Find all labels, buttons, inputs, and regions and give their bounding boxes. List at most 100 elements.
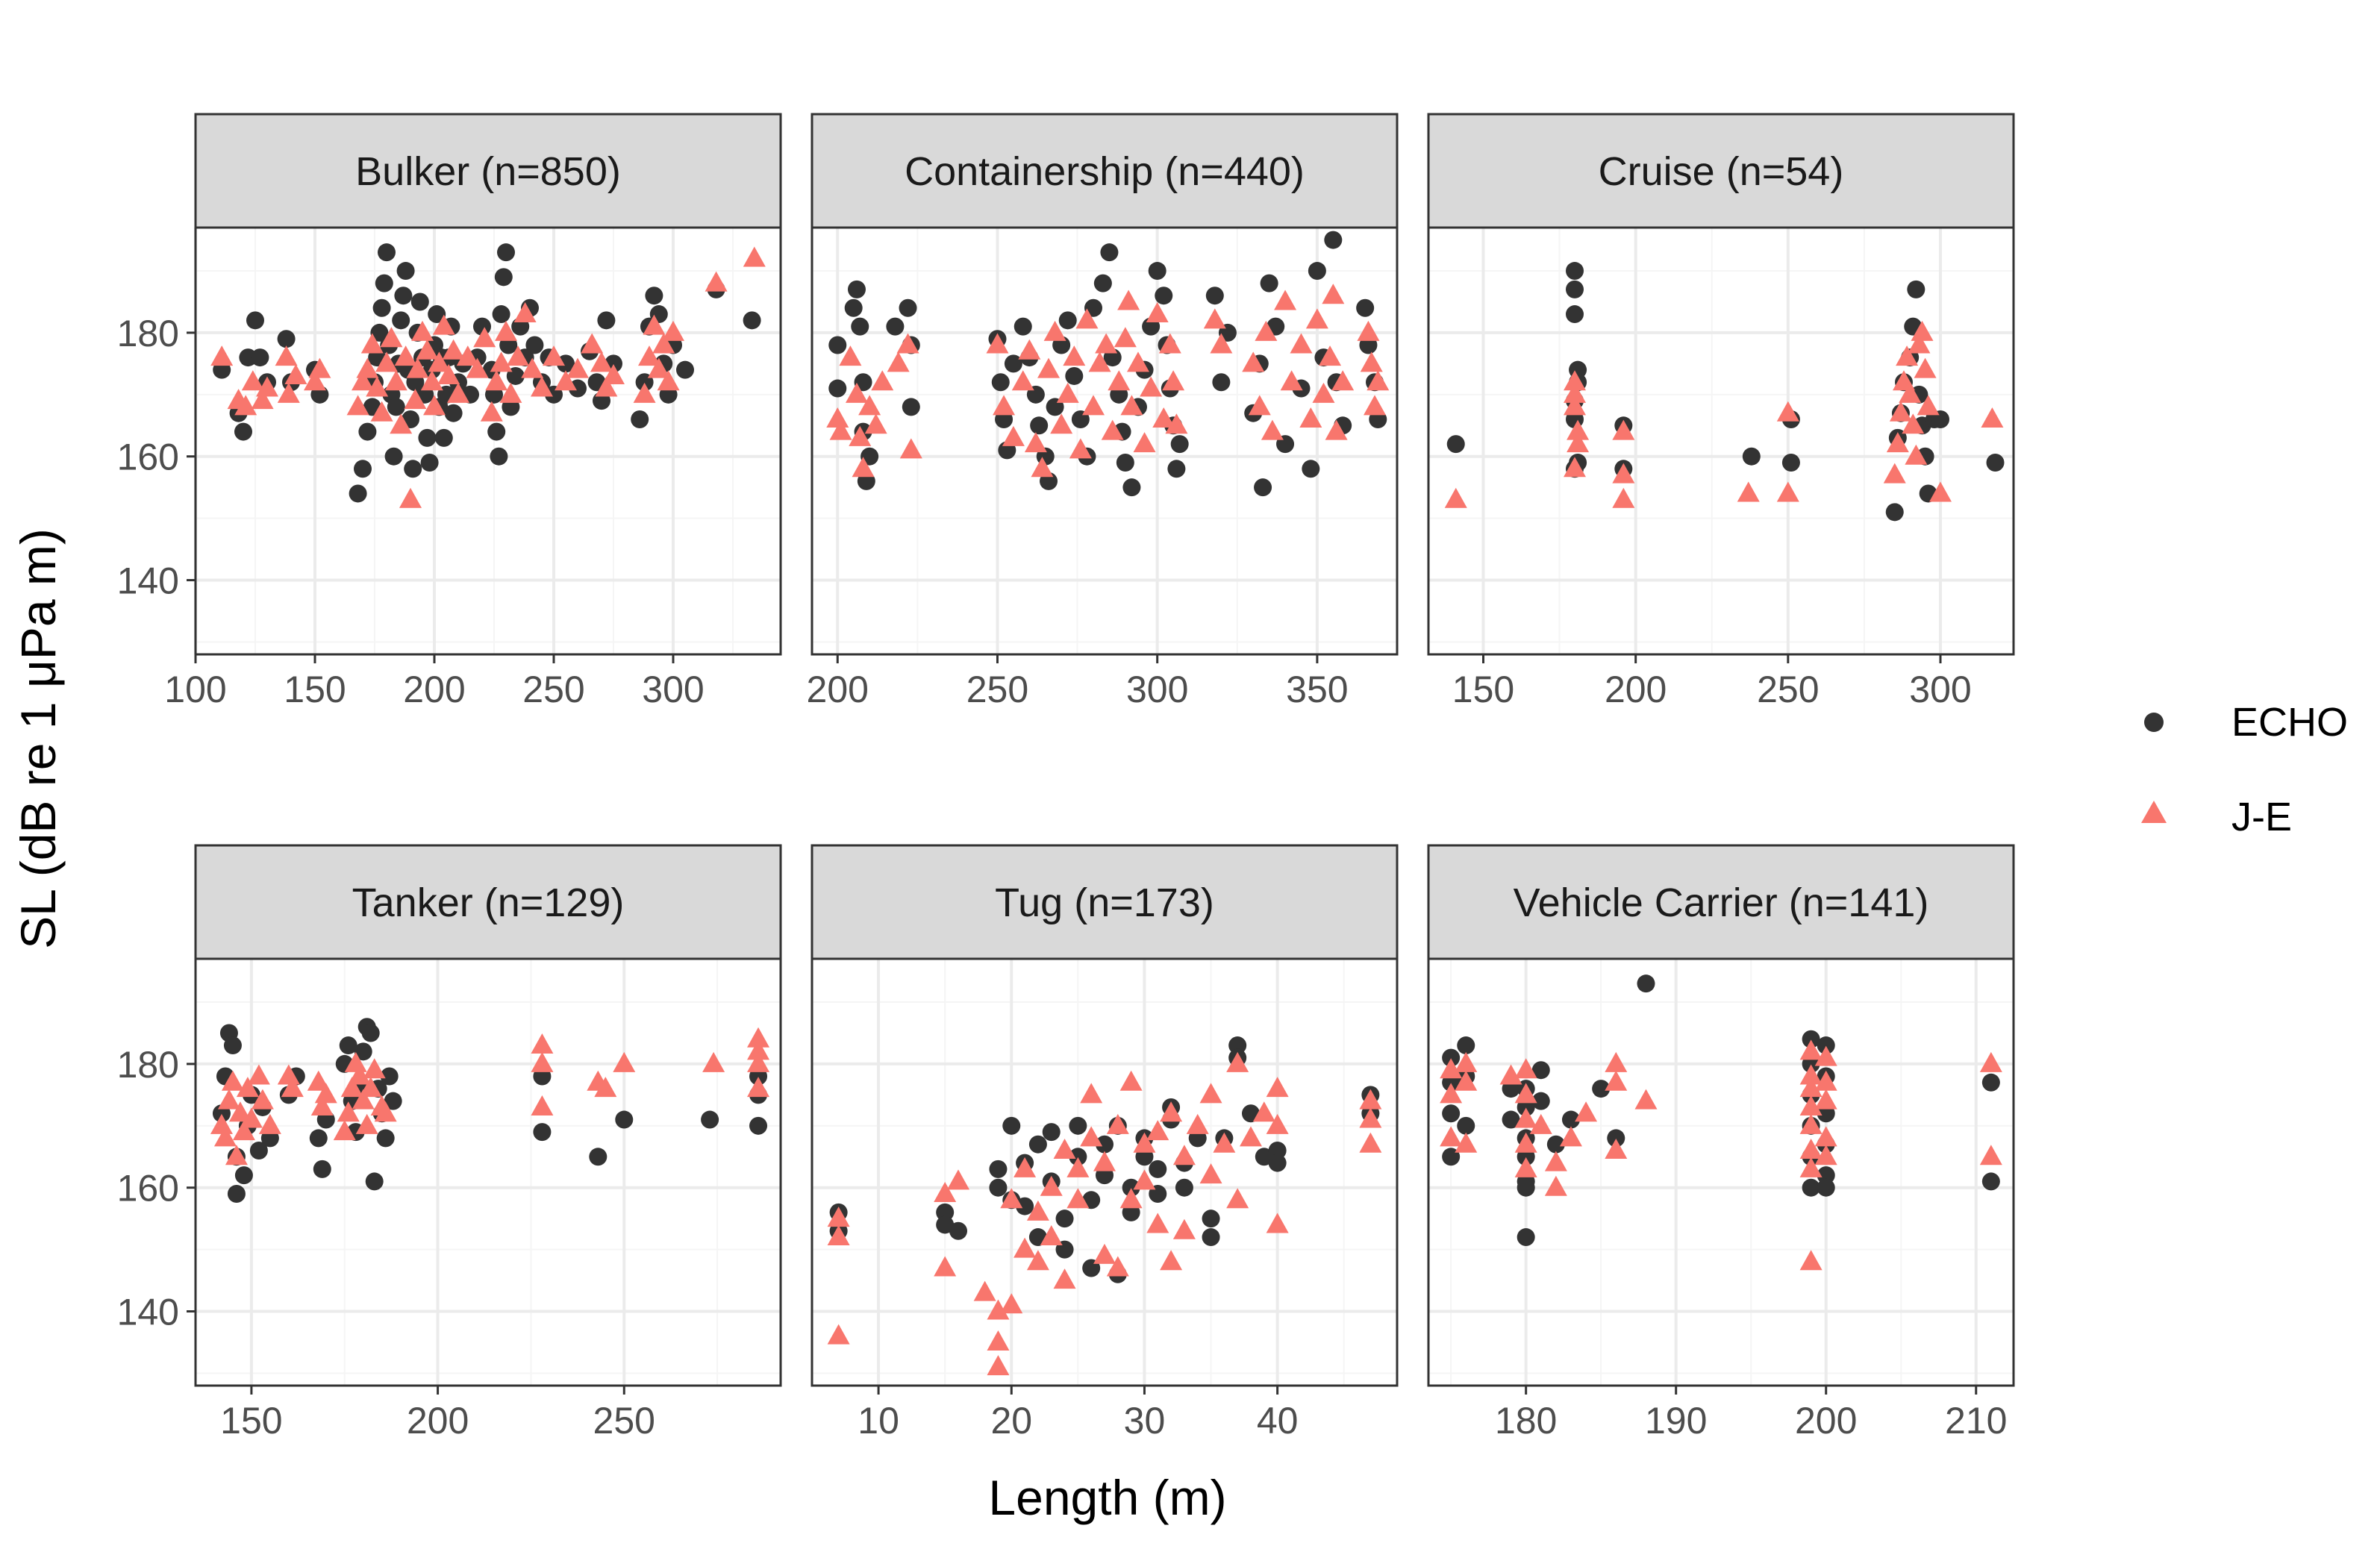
facet-panel: Tanker (n=129) 150 200 250 140 160 180: [117, 844, 782, 1442]
je-point: [1305, 308, 1328, 329]
echo-point: [365, 1172, 384, 1191]
je-point: [1564, 457, 1586, 478]
echo-point: [1517, 1228, 1535, 1247]
echo-point: [1802, 1030, 1820, 1048]
y-tick-label: 160: [117, 436, 179, 478]
je-point: [1814, 1070, 1837, 1091]
echo-point: [936, 1203, 955, 1221]
je-point: [1162, 370, 1185, 391]
legend-echo-label: ECHO: [2231, 700, 2348, 745]
echo-point: [410, 292, 429, 311]
je-point: [1896, 345, 1919, 366]
je-point: [1082, 395, 1105, 416]
echo-point: [396, 262, 415, 281]
je-point: [1567, 432, 1590, 453]
je-point: [747, 1027, 770, 1048]
echo-point: [251, 348, 269, 367]
je-point: [1917, 395, 1940, 416]
je-point: [277, 1064, 300, 1085]
echo-point: [597, 311, 616, 330]
je-point: [1605, 1051, 1628, 1072]
je-point: [370, 401, 393, 422]
je-point: [394, 345, 417, 366]
je-point: [340, 1077, 363, 1098]
x-tick-label: 150: [284, 669, 346, 710]
je-point: [1146, 1120, 1169, 1141]
je-point: [1160, 1101, 1183, 1122]
echo-point: [1167, 460, 1186, 478]
je-point: [495, 320, 517, 341]
echo-point: [1885, 503, 1904, 522]
echo-point: [1069, 1116, 1087, 1135]
echo-point: [1817, 1166, 1835, 1185]
je-point: [281, 1077, 304, 1098]
x-tick-label: 40: [1257, 1400, 1299, 1442]
je-point: [1066, 1157, 1090, 1177]
plot-background: [1428, 228, 2014, 654]
je-point: [647, 357, 670, 378]
echo-point: [1065, 366, 1084, 385]
echo-point: [1268, 1141, 1287, 1160]
echo-point: [277, 330, 296, 348]
x-tick-label: 150: [1452, 669, 1514, 710]
je-point: [845, 382, 868, 403]
je-point: [1902, 413, 1925, 434]
je-point: [1455, 1132, 1478, 1153]
je-point: [705, 271, 728, 292]
je-point: [1000, 1188, 1023, 1209]
je-point: [1440, 1058, 1463, 1079]
facet-title: Containership (n=440): [905, 149, 1305, 194]
je-point: [1053, 1138, 1076, 1159]
echo-point: [1637, 974, 1655, 993]
echo-point: [420, 454, 439, 472]
je-point: [852, 457, 875, 478]
je-point: [1440, 1083, 1463, 1104]
je-point: [887, 351, 910, 372]
x-tick-label: 10: [858, 1400, 899, 1442]
je-point: [827, 1324, 850, 1345]
legend-echo-key: [2144, 713, 2164, 732]
echo-point: [394, 287, 413, 305]
je-point: [1529, 1113, 1552, 1134]
echo-point: [376, 1129, 395, 1148]
je-point: [236, 1077, 259, 1098]
je-point: [507, 345, 529, 366]
echo-point: [1302, 460, 1320, 478]
x-axis-title: Length (m): [988, 1470, 1226, 1525]
je-point: [1612, 463, 1635, 484]
je-point: [1266, 1113, 1289, 1134]
echo-point: [339, 1036, 357, 1055]
y-axis-title: SL (dB re 1 μPa m): [10, 528, 66, 949]
je-point: [346, 395, 369, 416]
je-series: [1444, 320, 2004, 508]
je-point: [864, 413, 887, 434]
je-point: [657, 370, 680, 391]
facet-strip: [1427, 844, 2015, 960]
je-point: [437, 363, 460, 384]
je-point: [1013, 1157, 1037, 1177]
x-tick-label: 350: [1286, 669, 1348, 710]
je-point: [466, 357, 489, 378]
echo-point: [1155, 287, 1173, 305]
je-point: [1199, 1083, 1222, 1104]
je-point: [406, 357, 429, 378]
x-tick-label: 300: [1909, 669, 1971, 710]
echo-point: [645, 287, 663, 305]
je-point: [1172, 1218, 1196, 1239]
je-point: [947, 1169, 969, 1190]
je-point: [442, 339, 465, 360]
je-point: [1444, 487, 1467, 508]
je-point: [352, 1089, 375, 1110]
echo-point: [1228, 1036, 1247, 1055]
je-point: [359, 1077, 382, 1098]
je-point: [1066, 1188, 1090, 1209]
echo-point: [701, 1110, 719, 1129]
je-point: [1040, 1225, 1063, 1246]
echo-point: [991, 373, 1010, 392]
je-point: [896, 333, 919, 354]
je-point: [595, 376, 618, 397]
panel-border: [1427, 226, 2015, 656]
je-point: [1011, 370, 1034, 391]
echo-point: [234, 422, 252, 441]
echo-point: [1566, 280, 1584, 298]
